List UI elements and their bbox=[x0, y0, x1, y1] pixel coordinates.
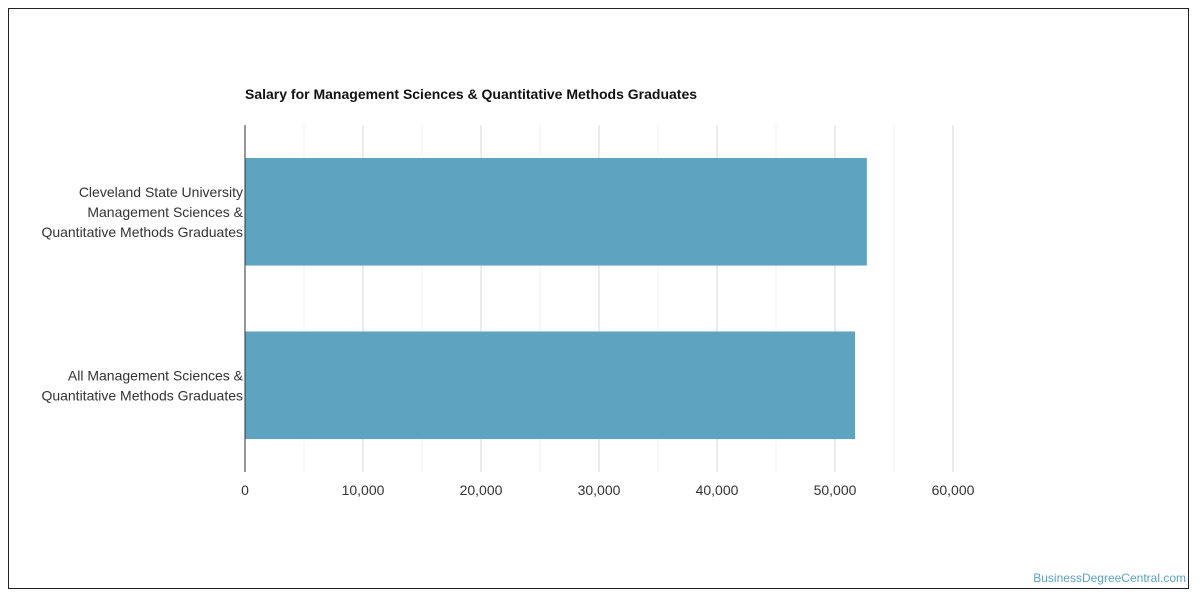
bar bbox=[245, 331, 856, 440]
category-label: Cleveland State University bbox=[79, 184, 243, 200]
category-label: Management Sciences & bbox=[87, 204, 243, 220]
x-tick-label: 10,000 bbox=[342, 482, 385, 498]
category-label: All Management Sciences & bbox=[68, 367, 244, 383]
x-tick-label: 20,000 bbox=[460, 482, 503, 498]
chart-title: Salary for Management Sciences & Quantit… bbox=[245, 86, 698, 102]
watermark[interactable]: BusinessDegreeCentral.com bbox=[1033, 571, 1186, 585]
category-label: Quantitative Methods Graduates bbox=[41, 224, 243, 240]
x-tick-label: 40,000 bbox=[696, 482, 739, 498]
x-tick-label: 30,000 bbox=[578, 482, 621, 498]
bar bbox=[245, 157, 867, 266]
x-tick-label: 0 bbox=[241, 482, 249, 498]
x-tick-label: 60,000 bbox=[932, 482, 975, 498]
category-label: Quantitative Methods Graduates bbox=[41, 387, 243, 403]
x-tick-label: 50,000 bbox=[814, 482, 857, 498]
